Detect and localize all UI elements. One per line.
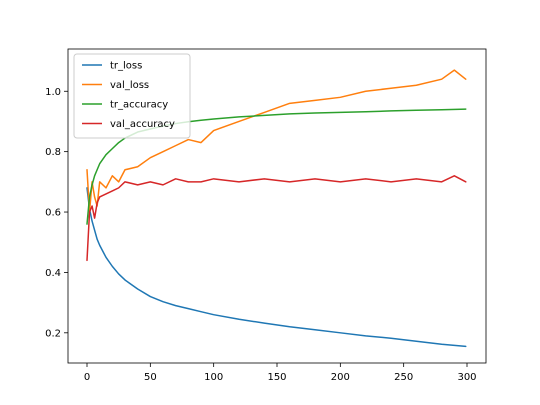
legend-label-val-loss: val_loss bbox=[110, 80, 149, 91]
y-tick-label: 0.8 bbox=[45, 147, 61, 158]
legend-label-tr-loss: tr_loss bbox=[110, 61, 142, 72]
legend-box bbox=[73, 53, 191, 139]
y-tick-label: 0.6 bbox=[45, 208, 61, 219]
y-tick-label: 0.4 bbox=[45, 268, 61, 279]
legend: tr_loss val_loss tr_accuracy val_accuracy bbox=[73, 53, 191, 139]
x-tick-label: 50 bbox=[144, 372, 157, 383]
x-tick-label: 300 bbox=[457, 372, 476, 383]
x-tick-label: 0 bbox=[84, 372, 90, 383]
x-tick-label: 200 bbox=[331, 372, 350, 383]
legend-label-tr-accuracy: tr_accuracy bbox=[110, 100, 168, 111]
x-tick-label: 100 bbox=[204, 372, 223, 383]
series-line-val-loss bbox=[86, 69, 467, 213]
legend-label-val-accuracy: val_accuracy bbox=[110, 119, 175, 130]
series-line-tr-loss bbox=[86, 187, 467, 348]
axis-layer: 0 50 100 150 200 250 300 0.2 0.4 0.6 0.8 1.0 bbox=[45, 87, 476, 383]
y-tick-label: 1.0 bbox=[45, 87, 61, 98]
x-tick-label: 150 bbox=[267, 372, 286, 383]
y-tick-label: 0.2 bbox=[45, 328, 61, 339]
x-tick-label: 250 bbox=[394, 372, 413, 383]
series-line-val-accuracy bbox=[86, 175, 467, 262]
